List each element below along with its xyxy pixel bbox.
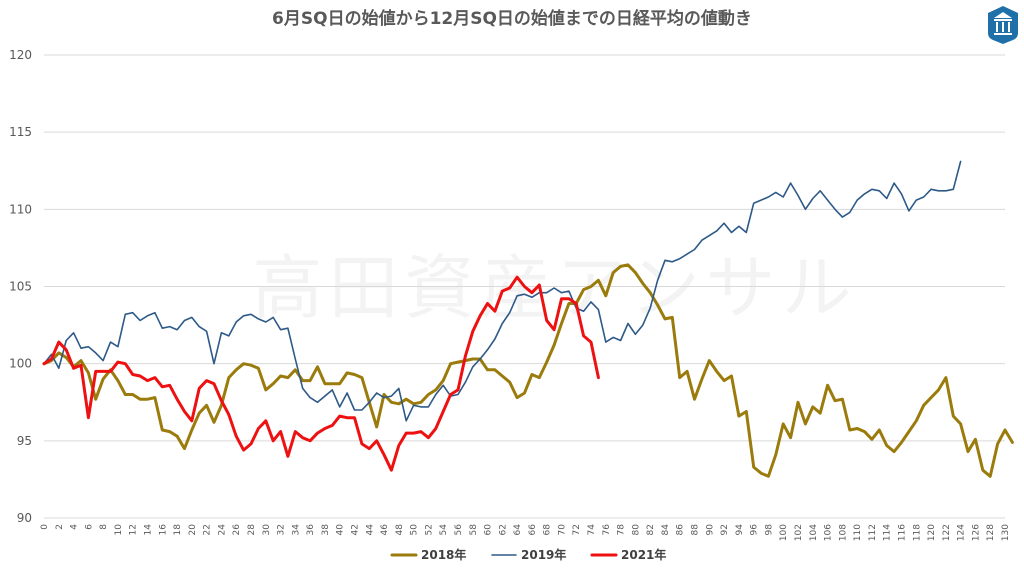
x-tick-label: 58 [469, 524, 479, 536]
x-tick-label: 80 [631, 524, 641, 536]
y-tick-label: 120 [9, 48, 32, 62]
x-tick-label: 62 [498, 524, 508, 535]
x-tick-label: 118 [912, 524, 922, 541]
x-tick-label: 12 [129, 524, 139, 535]
x-tick-label: 16 [158, 524, 168, 536]
x-tick-label: 98 [764, 524, 774, 536]
legend-label: 2018年 [421, 547, 466, 562]
x-tick-label: 26 [232, 524, 242, 536]
x-tick-label: 54 [439, 524, 449, 536]
x-tick-label: 82 [646, 524, 656, 535]
x-tick-label: 100 [779, 524, 789, 541]
x-tick-label: 6 [84, 524, 94, 530]
x-tick-label: 34 [291, 524, 301, 536]
x-tick-label: 28 [247, 524, 257, 536]
y-tick-label: 105 [9, 280, 32, 294]
x-tick-label: 8 [99, 524, 109, 530]
x-tick-label: 106 [824, 524, 834, 541]
x-tick-label: 74 [587, 524, 597, 536]
x-axis-ticks: 0 2 4 6 8 10 12 14 16 18 20 22 24 26 28 30 32 34 36 38 40 42 4… [40, 524, 1011, 541]
x-tick-label: 24 [217, 524, 227, 536]
legend-label: 2021年 [621, 547, 666, 562]
y-tick-label: 100 [9, 357, 32, 371]
building-logo-icon [988, 6, 1018, 44]
x-tick-label: 116 [898, 524, 908, 541]
y-tick-label: 95 [17, 434, 32, 448]
x-tick-label: 48 [395, 524, 405, 536]
x-tick-label: 52 [424, 524, 434, 535]
x-tick-label: 2 [55, 524, 65, 530]
x-tick-label: 66 [528, 524, 538, 536]
x-tick-label: 46 [380, 524, 390, 536]
x-tick-label: 70 [557, 524, 567, 536]
series-line-3 [42, 275, 600, 472]
x-tick-label: 4 [70, 524, 80, 530]
x-tick-label: 32 [277, 524, 287, 535]
x-tick-label: 86 [676, 524, 686, 536]
x-tick-label: 130 [1001, 524, 1011, 541]
x-tick-label: 120 [927, 524, 937, 541]
x-tick-label: 64 [513, 524, 523, 536]
gridlines [44, 54, 1005, 519]
x-tick-label: 108 [838, 524, 848, 541]
x-tick-label: 60 [484, 524, 494, 536]
series-line-1 [42, 263, 1014, 478]
legend: 2018年 2019年 2021年 [390, 547, 666, 562]
x-tick-label: 94 [735, 524, 745, 536]
x-tick-label: 44 [365, 524, 375, 536]
x-tick-label: 104 [809, 524, 819, 541]
x-tick-label: 110 [853, 524, 863, 541]
x-tick-label: 124 [957, 524, 967, 541]
x-tick-label: 78 [617, 524, 627, 536]
x-tick-label: 112 [868, 524, 878, 541]
x-tick-label: 20 [188, 524, 198, 536]
x-tick-label: 76 [602, 524, 612, 536]
x-tick-label: 0 [40, 524, 50, 530]
x-tick-label: 92 [720, 524, 730, 535]
x-tick-label: 122 [942, 524, 952, 541]
x-tick-label: 40 [336, 524, 346, 536]
y-axis-ticks: 90 95 100 105 110 115 120 [9, 48, 32, 525]
x-tick-label: 22 [203, 524, 213, 535]
x-tick-label: 18 [173, 524, 183, 536]
x-tick-label: 42 [350, 524, 360, 535]
y-tick-label: 110 [9, 202, 32, 216]
x-tick-label: 50 [410, 524, 420, 536]
x-tick-label: 90 [705, 524, 715, 536]
x-tick-label: 68 [543, 524, 553, 536]
chart-title: 6月SQ日の始値から12月SQ日の始値までの日経平均の値動き [272, 8, 752, 29]
x-tick-label: 128 [986, 524, 996, 541]
x-tick-label: 14 [143, 524, 153, 536]
x-tick-label: 84 [661, 524, 671, 536]
series-line-2 [43, 160, 962, 422]
x-tick-label: 56 [454, 524, 464, 536]
x-tick-label: 72 [572, 524, 582, 535]
x-tick-label: 96 [750, 524, 760, 536]
legend-label: 2019年 [521, 547, 566, 562]
x-tick-label: 126 [971, 524, 981, 541]
y-tick-label: 115 [9, 125, 32, 139]
x-tick-label: 10 [114, 524, 124, 536]
watermark: 高田資産アンサル [252, 247, 857, 329]
x-tick-label: 102 [794, 524, 804, 541]
y-tick-label: 90 [17, 511, 32, 525]
x-tick-label: 114 [883, 524, 893, 541]
x-tick-label: 88 [691, 524, 701, 536]
x-tick-label: 38 [321, 524, 331, 536]
x-tick-label: 36 [306, 524, 316, 536]
x-tick-label: 30 [262, 524, 272, 536]
series-lines [42, 160, 1014, 478]
